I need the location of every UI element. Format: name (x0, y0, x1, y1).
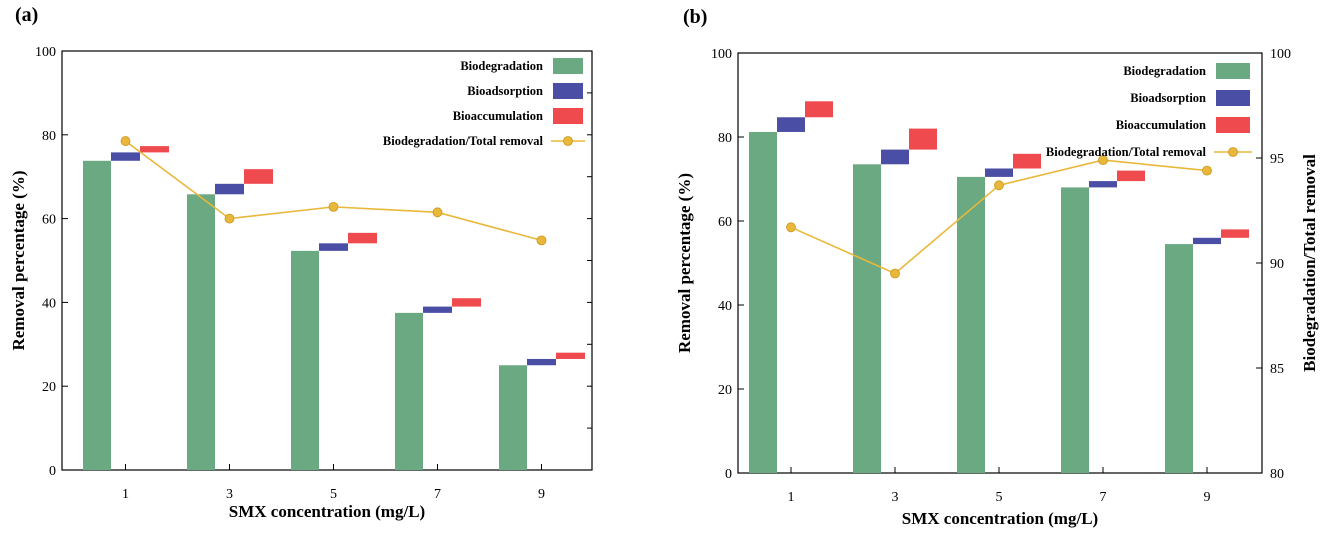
ratio-marker (328, 201, 339, 212)
bar-bioaccumulation (909, 128, 937, 150)
bar-bioadsorption (319, 243, 348, 251)
y-axis-title: Removal percentage (%) (9, 170, 28, 350)
bar-biodegradation (749, 131, 777, 473)
legend-label: Bioadsorption (1130, 91, 1206, 105)
legend-label: Bioaccumulation (1116, 118, 1206, 132)
legend-swatch (553, 58, 583, 74)
panel-label: (a) (15, 4, 38, 26)
bar-biodegradation (187, 194, 215, 470)
ratio-marker (536, 235, 547, 246)
legend-swatch (553, 108, 583, 124)
bar-bioaccumulation (1117, 170, 1145, 182)
ratio-marker (786, 222, 796, 233)
y-tick-label: 80 (718, 131, 732, 146)
bar-bioadsorption (1193, 237, 1221, 245)
bar-bioaccumulation (556, 352, 585, 359)
bar-bioadsorption (985, 168, 1013, 177)
ratio-marker (1202, 165, 1212, 176)
legend: Biodegradation Bioadsorption Bioaccumulati… (1046, 63, 1252, 159)
legend: Biodegradation Bioadsorption Bioaccumulati… (383, 58, 585, 148)
x-axis-title: SMX concentration (mg/L) (902, 509, 1098, 528)
bar-bioadsorption (111, 152, 140, 161)
y-tick-label: 0 (49, 464, 56, 479)
legend-marker (1228, 147, 1238, 157)
y-tick-label: 40 (718, 299, 732, 314)
y2-tick-label: 95 (1270, 152, 1284, 167)
bar-biodegradation (395, 312, 423, 470)
y-tick-label: 20 (718, 383, 732, 398)
x-tick-label: 3 (226, 487, 233, 502)
x-tick-label: 3 (892, 490, 899, 505)
bar-bioaccumulation (452, 298, 481, 307)
y-tick-label: 100 (35, 45, 56, 60)
legend-label: Biodegradation (460, 59, 543, 73)
bar-biodegradation (853, 164, 881, 474)
bar-bioadsorption (215, 183, 244, 195)
bar-bioadsorption (1089, 181, 1117, 188)
y2-axis-title: Biodegradation/Total removal (1300, 154, 1319, 372)
y2-tick-label: 85 (1270, 362, 1284, 377)
legend-swatch (1216, 63, 1250, 79)
x-tick-label: 5 (330, 487, 337, 502)
x-axis-title: SMX concentration (mg/L) (229, 502, 425, 521)
panel-label: (b) (683, 6, 707, 28)
x-tick-label: 9 (538, 487, 545, 502)
legend-label: Biodegradation/Total removal (1046, 145, 1207, 159)
bar-biodegradation (1165, 244, 1193, 473)
bar-bioaccumulation (1013, 153, 1041, 169)
ratio-marker (120, 136, 131, 146)
ratio-marker (994, 180, 1004, 191)
legend-label: Biodegradation/Total removal (383, 134, 544, 148)
y-tick-label: 100 (711, 47, 732, 62)
bar-bioaccumulation (1221, 229, 1249, 238)
y2-tick-label: 80 (1270, 467, 1284, 482)
legend-label: Biodegradation (1123, 64, 1206, 78)
bar-bioaccumulation (140, 146, 169, 153)
bar-biodegradation (83, 160, 111, 470)
y-tick-label: 80 (42, 129, 56, 144)
legend-swatch (1216, 90, 1250, 106)
y-tick-label: 0 (725, 467, 732, 482)
x-tick-label: 5 (996, 490, 1003, 505)
chart-panel-2: (b) 0 20 40 60 80 100 1 3 5 7 9 80 85 90 95 100 Biodegrad… (675, 6, 1319, 528)
bar-bioadsorption (527, 358, 556, 366)
bar-bioadsorption (777, 117, 805, 132)
y-axis-title: Removal percentage (%) (675, 173, 694, 353)
ratio-marker (224, 213, 235, 224)
x-tick-label: 9 (1204, 490, 1211, 505)
x-tick-label: 1 (788, 490, 795, 505)
bar-bioaccumulation (244, 169, 273, 184)
bar-biodegradation (1061, 187, 1089, 473)
y2-tick-label: 90 (1270, 257, 1284, 272)
x-tick-label: 7 (1100, 490, 1107, 505)
chart-panel-1: (a) 0 20 40 60 80 100 1 3 5 7 9 SMX concentration (m… (9, 4, 593, 521)
bar-bioaccumulation (805, 101, 833, 118)
x-tick-label: 1 (122, 487, 129, 502)
y2-tick-label: 100 (1270, 47, 1291, 62)
legend-swatch (553, 83, 583, 99)
bar-bioadsorption (423, 306, 452, 313)
ratio-marker (890, 268, 900, 279)
legend-label: Bioadsorption (467, 84, 543, 98)
bar-biodegradation (957, 176, 985, 473)
y-tick-label: 20 (42, 380, 56, 395)
legend-label: Bioaccumulation (453, 109, 543, 123)
bar-biodegradation (499, 365, 527, 470)
ratio-marker (432, 207, 443, 218)
legend-swatch (1216, 117, 1250, 133)
bar-bioaccumulation (348, 232, 377, 244)
bar-bioadsorption (881, 149, 909, 165)
legend-marker (563, 136, 573, 146)
x-tick-label: 7 (434, 487, 441, 502)
y-tick-label: 60 (42, 213, 56, 228)
y-tick-label: 60 (718, 215, 732, 230)
ratio-marker (1098, 155, 1108, 166)
y-tick-label: 40 (42, 296, 56, 311)
bar-biodegradation (291, 250, 319, 470)
